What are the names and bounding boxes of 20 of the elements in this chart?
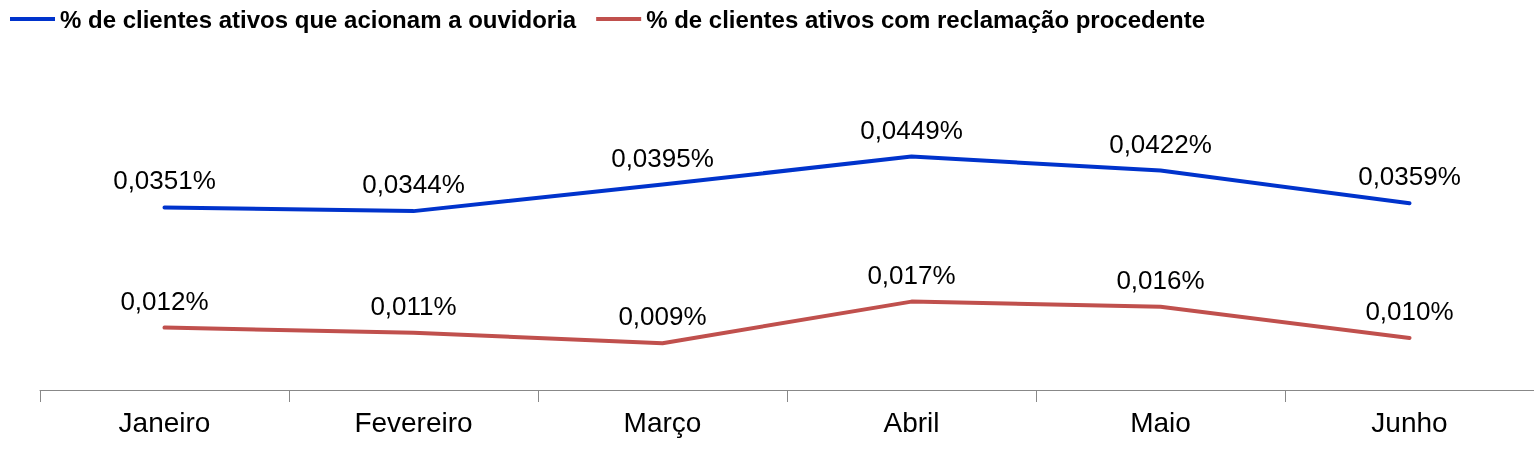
x-tick-label: Maio xyxy=(1130,406,1191,438)
x-tick-label: Abril xyxy=(883,406,940,438)
data-label: 0,0422% xyxy=(1109,128,1212,159)
x-tick-label: Março xyxy=(623,406,702,438)
data-label: 0,011% xyxy=(370,290,457,321)
x-tick-label: Janeiro xyxy=(118,406,211,438)
x-tick-label: Fevereiro xyxy=(354,406,473,438)
data-label: 0,0395% xyxy=(611,142,714,173)
legend-label: % de clientes ativos com reclamação procedente xyxy=(646,5,1206,33)
data-label: 0,017% xyxy=(867,259,956,290)
data-label: 0,0449% xyxy=(860,114,963,145)
x-tick-label: Junho xyxy=(1371,406,1448,438)
legend-label: % de clientes ativos que acionam a ouvidoria xyxy=(60,5,577,33)
data-label: 0,016% xyxy=(1116,264,1205,295)
data-label: 0,009% xyxy=(618,301,707,332)
data-label: 0,0359% xyxy=(1358,161,1461,192)
data-label: 0,0351% xyxy=(113,165,216,196)
data-label: 0,010% xyxy=(1365,296,1454,326)
data-label: 0,012% xyxy=(120,285,209,316)
data-label: 0,0344% xyxy=(362,169,465,200)
